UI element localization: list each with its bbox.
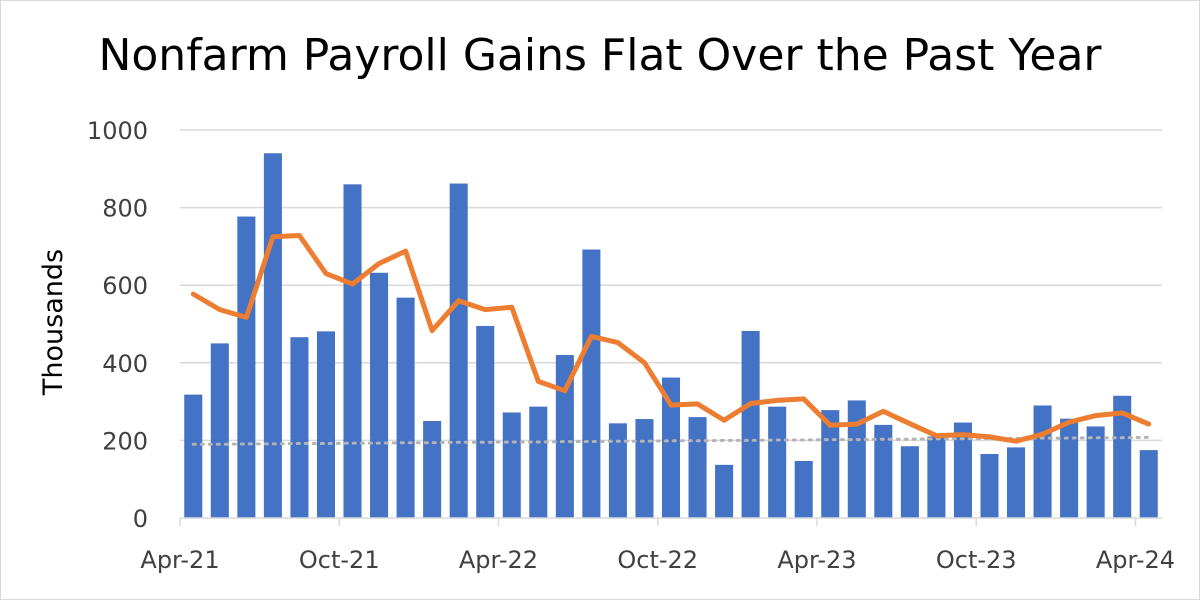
x-tick-label: Oct-23 xyxy=(936,546,1017,574)
bar xyxy=(821,410,840,518)
x-tick-label: Oct-21 xyxy=(299,546,380,574)
x-axis xyxy=(179,517,1162,526)
bar xyxy=(290,337,309,518)
x-tick-label: Apr-23 xyxy=(777,546,856,574)
y-axis-title: Thousands xyxy=(38,249,69,396)
bar xyxy=(980,453,999,518)
bar xyxy=(635,419,654,518)
trend-dotted-line xyxy=(191,435,1151,446)
x-tick-label: Oct-22 xyxy=(617,546,698,574)
bar xyxy=(263,153,282,518)
bar xyxy=(794,460,813,518)
bar xyxy=(741,330,760,518)
y-tick-labels: 0 200 400 600 800 1000 xyxy=(87,117,148,533)
bar xyxy=(184,394,203,518)
bar xyxy=(582,249,601,518)
average-line xyxy=(190,233,1152,444)
bar xyxy=(316,331,335,518)
x-tick-label: Apr-21 xyxy=(140,546,219,574)
bar xyxy=(370,272,389,518)
bar xyxy=(715,464,734,518)
moving-average-line xyxy=(190,233,1152,444)
bar xyxy=(529,406,548,518)
bar xyxy=(768,406,787,518)
bar xyxy=(1033,405,1052,518)
bar xyxy=(396,297,415,518)
trend-line xyxy=(191,435,1151,446)
bar xyxy=(1113,395,1132,518)
bar xyxy=(502,412,521,518)
bar xyxy=(927,436,946,518)
bar xyxy=(449,183,468,518)
bar xyxy=(688,417,707,518)
bar xyxy=(476,325,495,518)
y-tick-label: 800 xyxy=(102,195,148,223)
chart-title: Nonfarm Payroll Gains Flat Over the Past… xyxy=(98,30,1102,81)
y-tick-label: 0 xyxy=(133,505,148,533)
bar xyxy=(953,422,972,518)
bar xyxy=(1007,447,1026,518)
bar xyxy=(555,355,574,518)
bar xyxy=(423,421,442,518)
y-tick-label: 1000 xyxy=(87,117,148,145)
bar xyxy=(1060,418,1079,518)
y-tick-label: 200 xyxy=(102,427,148,455)
x-tick-labels: Apr-21 Oct-21 Apr-22 Oct-22 Apr-23 Oct-23 Apr-… xyxy=(140,546,1175,574)
bar xyxy=(1139,450,1158,518)
y-tick-label: 400 xyxy=(102,350,148,378)
bar xyxy=(661,377,681,518)
x-tick-label: Apr-24 xyxy=(1096,546,1175,574)
bar xyxy=(608,423,627,518)
bar xyxy=(210,343,229,518)
bar xyxy=(1086,426,1105,518)
bar xyxy=(847,400,866,518)
bar xyxy=(343,184,362,518)
bar xyxy=(874,424,893,518)
bar xyxy=(237,216,256,519)
x-tick-label: Apr-22 xyxy=(459,546,538,574)
y-tick-label: 600 xyxy=(102,272,148,300)
bar xyxy=(900,446,919,518)
